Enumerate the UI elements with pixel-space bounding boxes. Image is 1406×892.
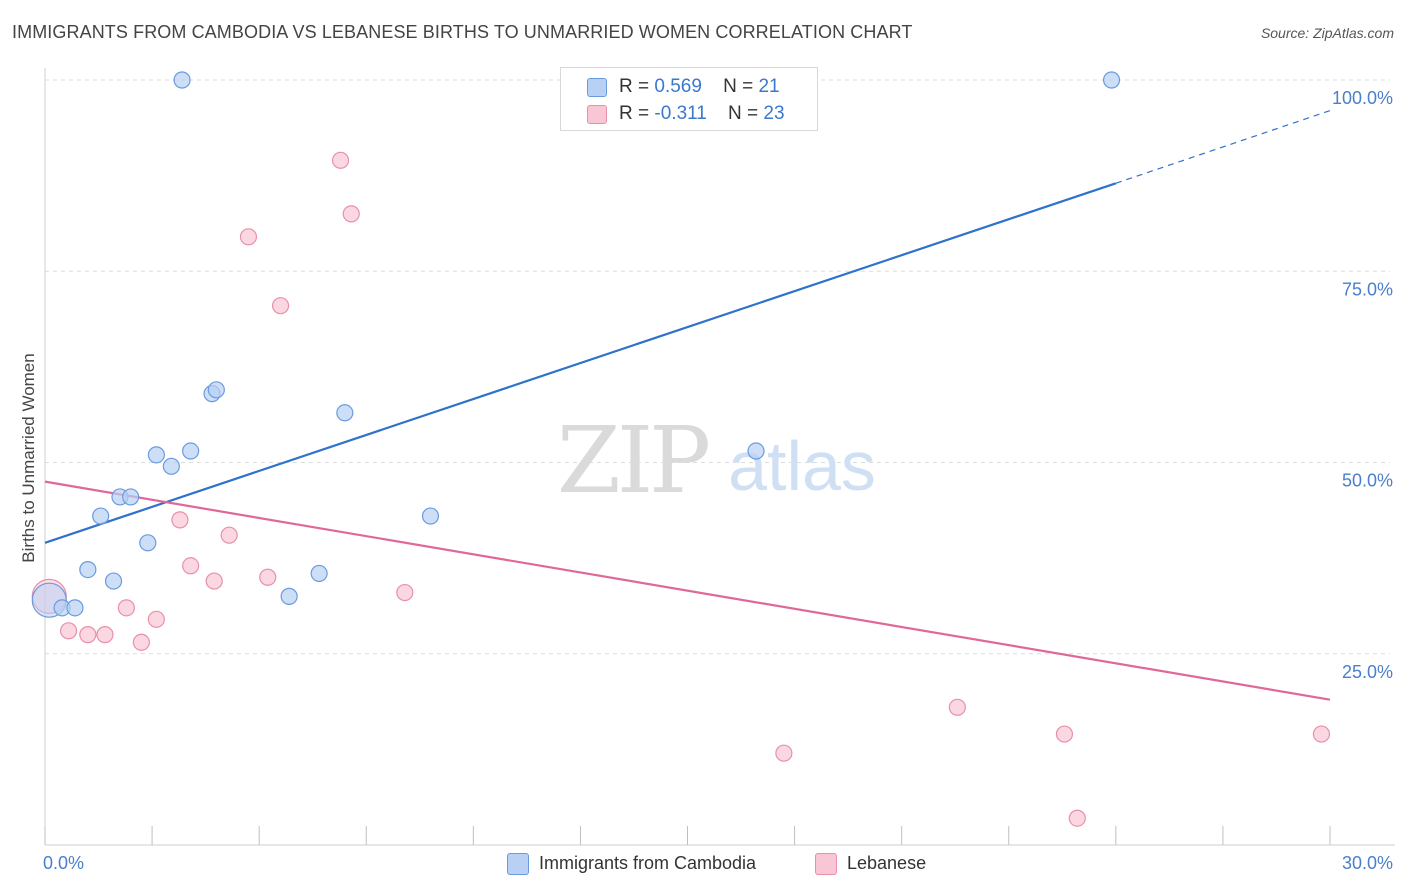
bottom-legend-swatch-lebanese [815,853,837,875]
data-point-lebanese [1055,725,1074,743]
data-point-cambodia [1102,71,1121,89]
trend-line-cambodia-extension [1115,110,1331,184]
legend-n-value: 21 [758,76,780,97]
data-point-cambodia [207,381,225,399]
x-tick-label: 0.0% [43,853,84,873]
legend-r-label: R = [619,76,650,97]
y-tick-label: 100.0% [1332,88,1393,108]
trend-line-cambodia [44,182,1117,544]
data-point-cambodia [421,507,440,525]
data-point-cambodia [173,71,191,89]
x-tick-label: 30.0% [1342,853,1393,873]
legend-r-value: 0.569 [654,76,702,97]
data-point-cambodia [310,564,328,583]
watermark-atlas: atlas [728,427,876,505]
legend-swatch-lebanese [587,105,607,124]
data-point-lebanese [1312,725,1331,743]
data-point-lebanese [220,526,238,544]
y-tick-label: 25.0% [1342,662,1393,682]
data-point-cambodia [182,442,200,460]
data-point-cambodia [104,572,123,590]
legend-r-label: R = [619,103,650,124]
data-point-lebanese [147,610,165,628]
bottom-legend-swatch-cambodia [507,853,529,875]
legend-n-label: N = [727,103,759,124]
y-tick-label: 50.0% [1342,471,1393,491]
data-point-lebanese [59,622,78,640]
data-point-lebanese [775,744,793,762]
data-point-cambodia [66,599,84,617]
data-point-lebanese [331,151,350,169]
data-point-lebanese [79,626,97,644]
data-point-cambodia [122,488,140,506]
data-point-cambodia [747,442,765,460]
watermark-zip: ZIP [557,407,708,514]
data-point-cambodia [79,560,97,579]
data-point-cambodia [92,507,110,525]
legend-r-value: -0.311 [654,103,707,124]
data-point-lebanese [182,557,200,575]
data-point-lebanese [342,205,360,223]
data-point-lebanese [259,568,277,586]
data-point-lebanese [96,626,114,644]
legend-n-value: 23 [763,103,785,124]
y-axis-label: Births to Unmarried Women [19,353,38,562]
data-point-cambodia [147,446,165,464]
data-point-lebanese [396,583,414,602]
chart-title: IMMIGRANTS FROM CAMBODIA VS LEBANESE BIR… [12,22,913,42]
legend: R = 0.569 N = 21 R = -0.311 N = 23 [560,67,818,131]
legend-swatch-cambodia [587,78,607,97]
data-point-cambodia [139,534,157,552]
legend-n-label: N = [723,76,754,97]
data-point-lebanese [239,228,258,246]
bottom-legend-label-cambodia: Immigrants from Cambodia [539,853,757,873]
watermark: ZIP atlas [557,407,876,514]
axes [44,68,1395,846]
grid [45,79,1390,655]
data-point-lebanese [948,698,966,716]
bottom-legend-label-lebanese: Lebanese [847,853,927,873]
data-point-cambodia [336,404,354,422]
source-label[interactable]: Source: ZipAtlas.com [1260,25,1394,41]
tick-labels: 100.0% 75.0% 50.0% 25.0% 0.0% 30.0% [43,88,1393,873]
data-point-lebanese [271,297,290,315]
data-point-lebanese [132,633,150,651]
data-point-lebanese [1068,809,1086,827]
trend-lines [44,110,1331,701]
data-point-cambodia [280,587,298,605]
data-point-lebanese [205,572,223,590]
y-tick-label: 75.0% [1342,279,1393,299]
data-point-lebanese [117,599,135,617]
trend-line-lebanese [44,480,1331,701]
data-point-lebanese [171,511,189,529]
data-point-cambodia [162,457,180,475]
